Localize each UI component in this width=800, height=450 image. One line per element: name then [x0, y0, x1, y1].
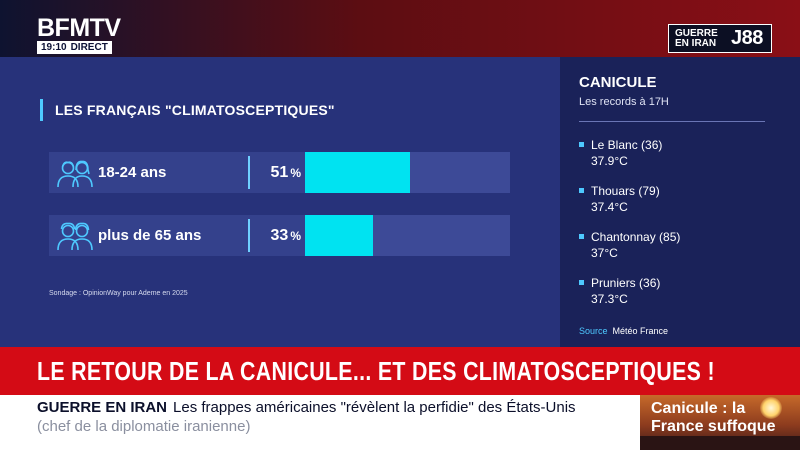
ticker-line-1: GUERRE EN IRAN Les frappes américaines "r… — [37, 399, 576, 416]
promo-line-2: France suffoque — [651, 418, 776, 435]
row-separator — [248, 156, 250, 189]
chart-panel — [0, 57, 560, 347]
value-label: 51% — [251, 152, 301, 194]
record-place: Le Blanc (36) — [591, 138, 663, 152]
row-separator — [248, 219, 250, 252]
bullet-icon — [579, 142, 584, 148]
value-unit: % — [290, 229, 301, 243]
ticker-line-2: (chef de la diplomatie iranienne) — [37, 418, 251, 435]
clock-time: 19:10 — [41, 42, 67, 53]
ticker-text: Les frappes américaines "révèlent la per… — [173, 399, 576, 416]
headline-banner: LE RETOUR DE LA CANICULE... ET DES CLIMA… — [0, 347, 800, 395]
source-label: Source — [579, 326, 608, 336]
records-source: Source Météo France — [579, 326, 668, 336]
senior-people-icon — [57, 222, 93, 251]
promo-title: Canicule : la France suffoque — [651, 400, 775, 436]
record-place: Thouars (79) — [591, 184, 660, 198]
side-title: CANICULE — [579, 74, 657, 91]
promo-line-1: Canicule : la — [651, 400, 746, 417]
news-ticker: GUERRE EN IRAN Les frappes américaines "r… — [0, 395, 640, 450]
ticker-tag: GUERRE EN IRAN — [37, 399, 168, 416]
logo-text: BFMTV — [37, 14, 121, 42]
value-number: 51 — [270, 164, 289, 181]
bar-track — [305, 215, 510, 256]
category-label: 18-24 ans — [98, 164, 167, 181]
sun-image — [760, 397, 782, 419]
record-item: Pruniers (36) 37.3°C — [579, 275, 660, 307]
record-place: Pruniers (36) — [591, 276, 661, 290]
record-temp: 37.3°C — [591, 292, 628, 306]
program-promo: Canicule : la France suffoque — [640, 395, 800, 450]
records-panel — [560, 57, 800, 347]
bullet-icon — [579, 188, 584, 194]
category-label: plus de 65 ans — [98, 227, 202, 244]
record-temp: 37.9°C — [591, 154, 628, 168]
source-value: Météo France — [612, 326, 669, 336]
badge-text: GUERRE EN IRAN — [675, 27, 718, 49]
record-item: Chantonnay (85) 37°C — [579, 229, 680, 261]
live-indicator: 19:10 DIRECT — [37, 41, 112, 54]
side-subtitle: Les records à 17H — [579, 96, 669, 108]
bar-track — [305, 152, 510, 193]
headline-text: LE RETOUR DE LA CANICULE... ET DES CLIMA… — [37, 356, 715, 386]
bar-18-24 — [305, 152, 410, 193]
value-label: 33% — [251, 215, 301, 257]
live-label: DIRECT — [70, 42, 108, 53]
value-number: 33 — [270, 227, 289, 244]
bar-row-65-plus: plus de 65 ans 33% — [49, 215, 510, 256]
bar-row-18-24: 18-24 ans 51% — [49, 152, 510, 193]
bullet-icon — [579, 280, 584, 286]
top-bar: BFMTV 19:10 DIRECT GUERRE EN IRAN J88 — [0, 0, 800, 57]
poll-source-note: Sondage : OpinionWay pour Ademe en 2025 — [49, 290, 188, 297]
skyline-image — [640, 436, 800, 450]
record-place: Chantonnay (85) — [591, 230, 681, 244]
badge-count: J88 — [731, 27, 763, 49]
war-day-badge: GUERRE EN IRAN J88 — [668, 24, 772, 53]
chart-title: LES FRANÇAIS "CLIMATOSCEPTIQUES" — [40, 99, 335, 121]
young-people-icon — [57, 160, 93, 188]
record-item: Thouars (79) 37.4°C — [579, 183, 660, 215]
bar-65-plus — [305, 215, 373, 256]
record-temp: 37°C — [591, 246, 618, 260]
record-temp: 37.4°C — [591, 200, 628, 214]
side-divider — [579, 121, 765, 122]
bullet-icon — [579, 234, 584, 240]
channel-logo: BFMTV — [37, 14, 121, 42]
record-item: Le Blanc (36) 37.9°C — [579, 137, 662, 169]
value-unit: % — [290, 166, 301, 180]
